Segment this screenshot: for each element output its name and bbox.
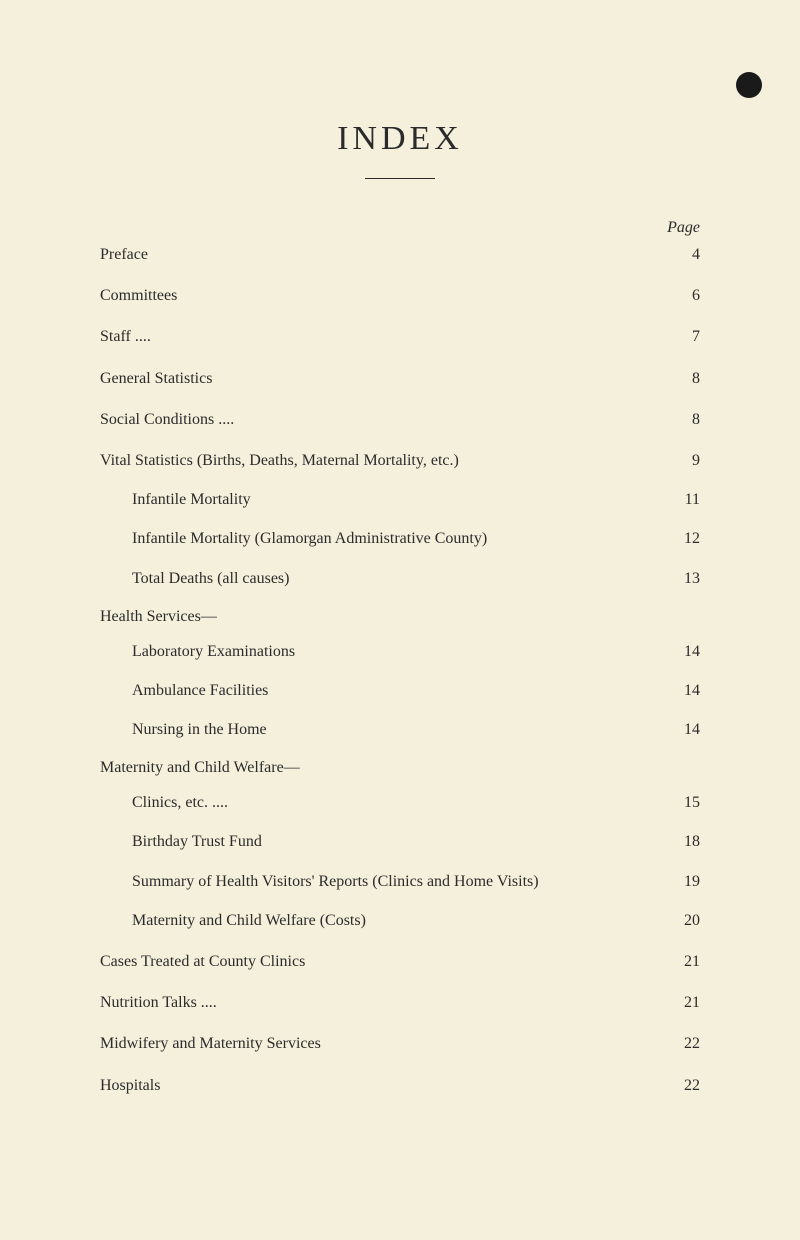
index-row: Staff .... 7	[100, 325, 700, 346]
leader	[327, 1032, 666, 1048]
page-number: 8	[672, 369, 700, 388]
index-label: Laboratory Examinations	[132, 642, 295, 661]
leader	[240, 408, 666, 424]
page-number: 14	[672, 681, 700, 700]
index-row: Laboratory Examinations 14	[100, 640, 700, 661]
leader	[183, 284, 666, 300]
index-row: General Statistics 8	[100, 367, 700, 388]
leader	[372, 909, 666, 925]
leader	[257, 488, 666, 504]
index-label: Midwifery and Maternity Services	[100, 1034, 321, 1053]
index-label: Maternity and Child Welfare (Costs)	[132, 911, 366, 930]
index-row: Nutrition Talks .... 21	[100, 991, 700, 1012]
index-row: Infantile Mortality 11	[100, 488, 700, 509]
leader	[301, 640, 666, 656]
page-number: 21	[672, 993, 700, 1012]
index-label: Ambulance Facilities	[132, 681, 268, 700]
page-number: 19	[672, 872, 700, 891]
index-row: Clinics, etc. .... 15	[100, 791, 700, 812]
index-label: Total Deaths (all causes)	[132, 569, 289, 588]
index-label: Cases Treated at County Clinics	[100, 952, 305, 971]
index-row: Ambulance Facilities 14	[100, 679, 700, 700]
index-label: Nutrition Talks ....	[100, 993, 217, 1012]
page-number: 18	[672, 832, 700, 851]
page-number: 7	[672, 327, 700, 346]
page-number: 6	[672, 286, 700, 305]
page-number: 9	[672, 451, 700, 470]
index-row: Birthday Trust Fund 18	[100, 830, 700, 851]
index-row: Infantile Mortality (Glamorgan Administr…	[100, 527, 700, 548]
index-label: Social Conditions ....	[100, 410, 234, 429]
page-number: 15	[672, 793, 700, 812]
index-label: Preface	[100, 245, 148, 264]
leader	[493, 527, 666, 543]
leader	[154, 243, 666, 259]
index-label: Birthday Trust Fund	[132, 832, 262, 851]
index-label: Summary of Health Visitors' Reports (Cli…	[132, 872, 539, 891]
index-row: Cases Treated at County Clinics 21	[100, 950, 700, 971]
index-label: Staff ....	[100, 327, 151, 346]
page-number: 14	[672, 720, 700, 739]
index-label: Vital Statistics (Births, Deaths, Matern…	[100, 451, 459, 470]
section-heading-maternity: Maternity and Child Welfare—	[100, 759, 700, 777]
index-label: Nursing in the Home	[132, 720, 267, 739]
index-row: Committees 6	[100, 284, 700, 305]
index-label: Clinics, etc. ....	[132, 793, 228, 812]
leader	[268, 830, 666, 846]
leader	[311, 950, 666, 966]
index-row: Midwifery and Maternity Services 22	[100, 1032, 700, 1053]
index-label: Infantile Mortality (Glamorgan Administr…	[132, 529, 487, 548]
leader	[223, 991, 666, 1007]
section-heading-health: Health Services—	[100, 608, 700, 626]
index-row: Summary of Health Visitors' Reports (Cli…	[100, 870, 700, 891]
page-number: 20	[672, 911, 700, 930]
index-row: Maternity and Child Welfare (Costs) 20	[100, 909, 700, 930]
index-row: Vital Statistics (Births, Deaths, Matern…	[100, 449, 700, 470]
index-label: Hospitals	[100, 1076, 160, 1095]
page-number: 11	[672, 490, 700, 509]
leader	[545, 870, 666, 886]
leader	[157, 325, 666, 341]
index-label: General Statistics	[100, 369, 212, 388]
page-number: 8	[672, 410, 700, 429]
page-container: INDEX Page Preface 4 Committees 6 Staff …	[0, 0, 800, 1175]
index-label: Infantile Mortality	[132, 490, 251, 509]
page-number: 22	[672, 1076, 700, 1095]
page-number: 13	[672, 569, 700, 588]
corner-dot	[736, 72, 762, 98]
page-number: 22	[672, 1034, 700, 1053]
page-column-header: Page	[100, 219, 700, 237]
leader	[273, 718, 666, 734]
leader	[295, 567, 666, 583]
page-title: INDEX	[100, 120, 700, 158]
page-number: 4	[672, 245, 700, 264]
index-row: Preface 4	[100, 243, 700, 264]
leader	[234, 791, 666, 807]
title-rule	[365, 178, 435, 179]
index-row: Hospitals 22	[100, 1074, 700, 1095]
page-number: 12	[672, 529, 700, 548]
leader	[274, 679, 666, 695]
index-label: Committees	[100, 286, 177, 305]
index-row: Total Deaths (all causes) 13	[100, 567, 700, 588]
index-row: Social Conditions .... 8	[100, 408, 700, 429]
page-number: 14	[672, 642, 700, 661]
index-row: Nursing in the Home 14	[100, 718, 700, 739]
page-number: 21	[672, 952, 700, 971]
leader	[465, 449, 666, 465]
leader	[218, 367, 666, 383]
leader	[166, 1074, 666, 1090]
